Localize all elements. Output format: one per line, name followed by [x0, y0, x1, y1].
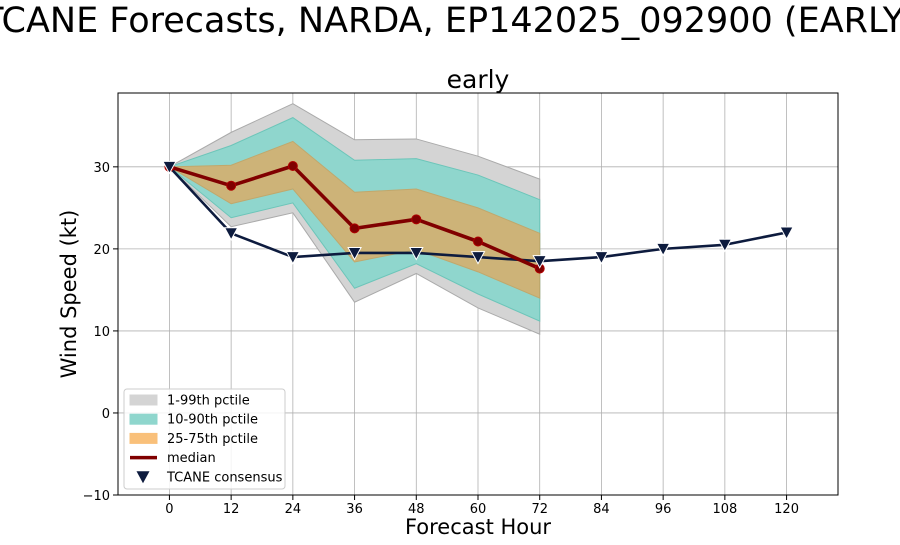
median-point: [349, 223, 360, 234]
legend-swatch: [129, 413, 158, 425]
legend-swatch: [129, 432, 158, 444]
consensus-point: [347, 246, 362, 261]
consensus-point: [717, 238, 733, 253]
legend-box: [123, 388, 286, 490]
x-axis-label: Forecast Hour: [405, 515, 551, 539]
legend: 1-99th pctile 10-90th pctile 25-75th pctil…: [123, 388, 286, 490]
y-tick-label: 0: [102, 407, 110, 422]
consensus-point: [223, 227, 239, 241]
consensus-point: [532, 255, 548, 269]
median-point: [473, 236, 483, 247]
median-point: [411, 214, 422, 225]
legend-swatch: [136, 471, 150, 484]
y-tick-label: 20: [93, 243, 110, 258]
plot-area: 0 12 24 36 48 60 72 84 96 108 120 −10 0 10 20 30: [83, 92, 839, 517]
consensus-point: [470, 251, 486, 265]
x-tick-label: 60: [470, 502, 487, 517]
x-tick-label: 72: [531, 502, 548, 517]
consensus-point: [162, 160, 177, 175]
consensus-point: [779, 226, 794, 241]
legend-label: 10-90th pctile: [167, 413, 258, 428]
y-tick-label: −10: [83, 489, 110, 504]
median-point: [287, 161, 298, 172]
legend-label: median: [167, 451, 216, 466]
legend-label: 1-99th pctile: [167, 394, 250, 409]
consensus-point: [655, 242, 671, 257]
x-tick-label: 0: [165, 502, 173, 517]
x-tick-label: 48: [408, 502, 425, 517]
x-tick-label: 96: [655, 502, 672, 517]
x-tick-label: 36: [346, 502, 363, 517]
legend-label: 25-75th pctile: [167, 432, 258, 447]
x-tick-label: 12: [223, 502, 240, 517]
page-title: TCANE Forecasts, NARDA, EP142025_092900 …: [0, 1, 900, 41]
median-point: [226, 180, 237, 191]
x-tick-label: 24: [285, 502, 302, 517]
x-tick-label: 120: [774, 502, 799, 517]
consensus-point: [594, 251, 609, 265]
y-tick-label: 10: [93, 325, 110, 340]
x-tick-label: 108: [712, 502, 737, 517]
consensus-point: [408, 246, 424, 261]
x-tick-label: 84: [593, 502, 610, 517]
legend-swatch: [129, 394, 158, 406]
y-axis-label: Wind Speed (kt): [57, 210, 81, 379]
y-tick-label: 30: [93, 161, 110, 176]
consensus-point: [285, 251, 301, 265]
chart-title: early: [447, 65, 510, 94]
legend-label: TCANE consensus: [166, 470, 283, 485]
